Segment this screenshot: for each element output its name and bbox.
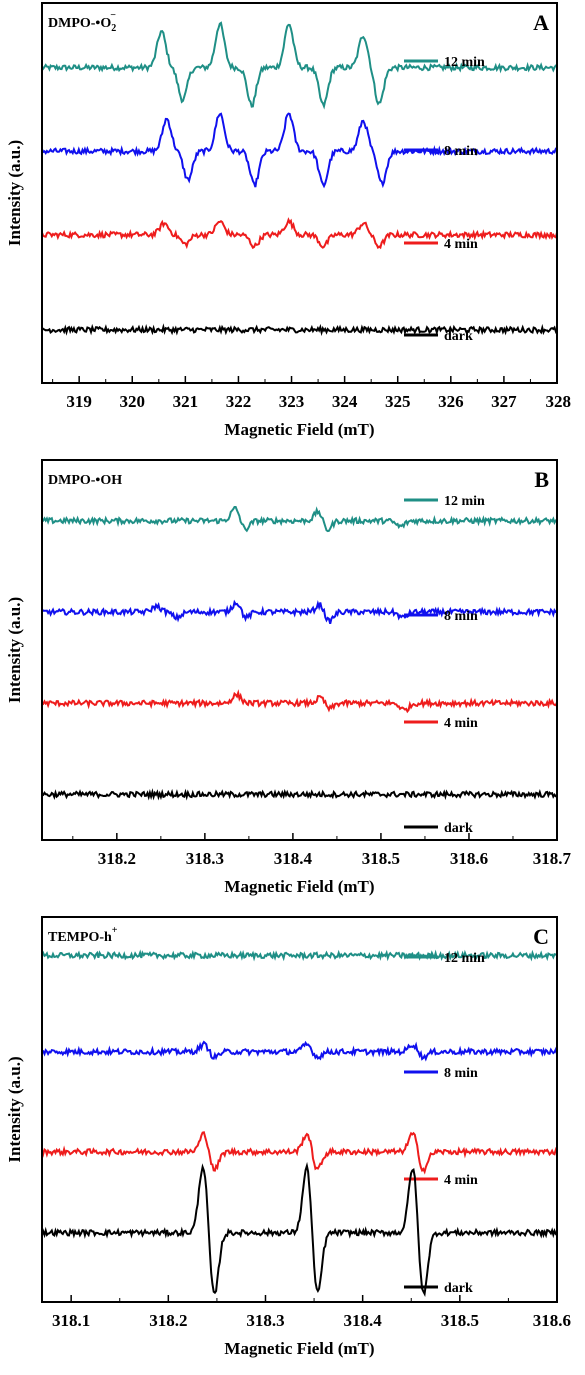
legend-label: 4 min <box>444 716 478 731</box>
x-tick-label: 323 <box>279 392 305 411</box>
legend-label: 4 min <box>444 1173 478 1188</box>
x-tick-label: 318.6 <box>533 1311 571 1330</box>
x-tick-label: 318.2 <box>98 849 136 868</box>
series-line-dark <box>41 323 558 337</box>
legend-label: 12 min <box>444 55 485 70</box>
x-tick-label: 318.5 <box>362 849 400 868</box>
y-axis-label: Intensity (a.u.) <box>5 140 24 246</box>
panel-b: 12 min 8 min 4 min dark 318.2 318.3 318.4 318.5… <box>5 459 572 896</box>
series-line-12-min <box>41 21 558 110</box>
plot-frame <box>41 916 558 1303</box>
series-line-8-min <box>41 112 558 189</box>
series-line-dark <box>41 788 558 801</box>
x-axis-label: Magnetic Field (mT) <box>224 420 374 439</box>
x-tick-label: 325 <box>385 392 411 411</box>
x-tick-label: 318.1 <box>52 1311 90 1330</box>
x-tick-label: 320 <box>120 392 146 411</box>
x-axis-label: Magnetic Field (mT) <box>224 1339 374 1358</box>
plot-frame <box>41 2 558 384</box>
panel-c: 12 min 8 min 4 min dark 318.1 318.2 318.3 318.4… <box>5 916 571 1358</box>
x-tick-label: 318.3 <box>246 1311 284 1330</box>
x-tick-label: 318.2 <box>149 1311 187 1330</box>
x-tick-label: 318.4 <box>274 849 313 868</box>
x-tick-label: 318.5 <box>441 1311 479 1330</box>
legend-label: dark <box>444 329 473 344</box>
legend-label: 12 min <box>444 494 485 509</box>
panel-a: 12 min 8 min 4 min dark 319 320 321 322 323 324 32… <box>5 2 572 439</box>
panel-letter: A <box>533 10 549 35</box>
x-tick-label: 322 <box>226 392 252 411</box>
series-line-dark <box>41 1161 558 1298</box>
probe-label: DMPO-•O2− <box>48 10 116 34</box>
x-tick-label: 324 <box>332 392 358 411</box>
x-tick-label: 328 <box>546 392 572 411</box>
probe-subscript: 2 <box>111 23 116 34</box>
series-line-4-min <box>41 689 558 714</box>
series-line-4-min <box>41 217 558 250</box>
series-line-8-min <box>41 599 558 624</box>
plot-frame <box>41 459 558 841</box>
legend-label: 8 min <box>444 609 478 624</box>
legend-label: dark <box>444 821 473 836</box>
legend-label: 4 min <box>444 237 478 252</box>
panel-letter: C <box>533 924 549 949</box>
legend-label: dark <box>444 1281 473 1296</box>
x-tick-label: 318.4 <box>344 1311 383 1330</box>
x-tick-label: 319 <box>66 392 92 411</box>
legend-label: 12 min <box>444 951 485 966</box>
probe-label: DMPO-•OH <box>48 473 122 488</box>
y-axis-label: Intensity (a.u.) <box>5 597 24 703</box>
probe-superscript: − <box>110 10 116 21</box>
series-line-8-min <box>41 1040 558 1062</box>
x-tick-label: 318.3 <box>186 849 224 868</box>
series-line-12-min <box>41 949 558 962</box>
legend-label: 8 min <box>444 1066 478 1081</box>
x-tick-label: 327 <box>491 392 517 411</box>
series-line-4-min <box>41 1131 558 1175</box>
series-line-12-min <box>41 506 558 533</box>
probe-superscript: + <box>112 925 118 936</box>
panel-letter: B <box>534 467 549 492</box>
x-tick-label: 318.7 <box>533 849 572 868</box>
x-tick-label: 318.6 <box>450 849 488 868</box>
x-tick-label: 321 <box>173 392 199 411</box>
legend-label: 8 min <box>444 144 478 159</box>
x-tick-label: 326 <box>438 392 464 411</box>
y-axis-label: Intensity (a.u.) <box>5 1056 24 1162</box>
probe-label: TEMPO-h+ <box>48 925 118 945</box>
x-axis-label: Magnetic Field (mT) <box>224 877 374 896</box>
